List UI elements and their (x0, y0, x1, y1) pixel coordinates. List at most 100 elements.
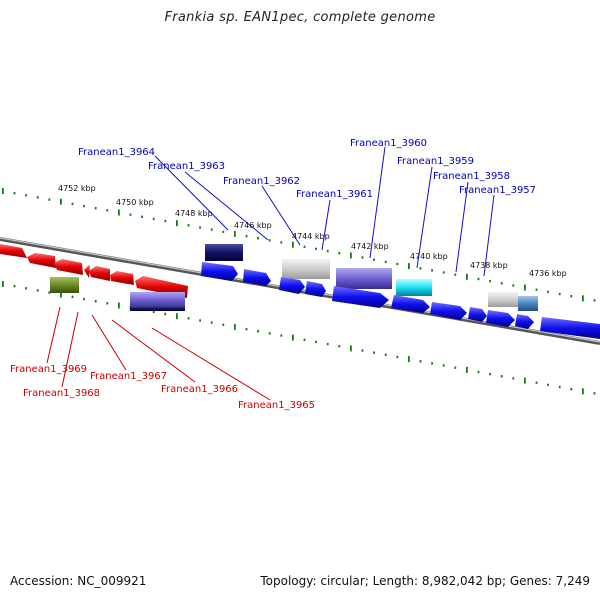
gene-label[interactable]: Franean1_3969 (10, 364, 87, 375)
minor-tick (187, 317, 190, 320)
minor-tick (83, 297, 85, 301)
gene-label[interactable]: Franean1_3966 (161, 384, 238, 395)
gene-arrow[interactable] (0, 244, 27, 258)
major-tick (234, 230, 236, 237)
gene-label[interactable]: Franean1_3968 (23, 388, 100, 399)
minor-tick (71, 295, 74, 299)
minor-tick (338, 252, 341, 255)
gene-box[interactable] (336, 268, 392, 289)
minor-tick (13, 191, 16, 195)
major-tick (60, 291, 62, 298)
gene-arrow[interactable] (84, 265, 90, 278)
scale-label: 4742 kbp (351, 242, 389, 251)
minor-tick (25, 194, 27, 197)
gene-label[interactable]: Franean1_3965 (238, 400, 315, 411)
minor-tick (512, 284, 515, 287)
gene-box[interactable] (396, 279, 432, 296)
minor-tick (593, 392, 596, 395)
map-title: Frankia sp. EAN1pec, complete genome (164, 10, 436, 25)
gene-arrow[interactable] (515, 314, 534, 329)
minor-tick (326, 249, 329, 253)
gene-arrow[interactable] (110, 271, 134, 285)
minor-tick (199, 226, 201, 229)
minor-tick (245, 234, 248, 238)
minor-tick (222, 323, 225, 326)
major-tick (350, 345, 352, 352)
gene-box[interactable] (518, 296, 538, 311)
gene-label[interactable]: Franean1_3959 (397, 156, 474, 167)
minor-tick (361, 256, 364, 259)
minor-tick (315, 247, 317, 251)
minor-tick (396, 262, 399, 266)
minor-tick (94, 300, 97, 303)
gene-arrow[interactable] (430, 302, 467, 320)
minor-tick (48, 291, 51, 294)
minor-tick (280, 241, 283, 244)
gene-box[interactable] (130, 306, 185, 311)
gene-arrow[interactable] (54, 259, 83, 275)
minor-tick (384, 353, 387, 356)
gene-arrow[interactable] (332, 286, 389, 308)
minor-tick (419, 267, 422, 270)
gene-arrow[interactable] (201, 262, 238, 281)
minor-tick (141, 215, 143, 218)
reverse-gene-labels: Franean1_3969 Franean1_3968 Franean1_396… (10, 364, 315, 411)
major-tick (292, 241, 294, 248)
gene-label[interactable]: Franean1_3960 (350, 138, 427, 149)
major-tick (2, 188, 4, 194)
minor-tick (222, 230, 225, 233)
gene-box[interactable] (282, 259, 330, 279)
gene-arrow[interactable] (468, 307, 487, 322)
scale-label: 4750 kbp (116, 198, 154, 207)
gene-arrow[interactable] (305, 281, 326, 297)
gene-box[interactable] (130, 292, 185, 308)
minor-tick (36, 196, 39, 199)
minor-tick (13, 284, 16, 288)
gene-box[interactable] (205, 244, 243, 261)
gene-arrow[interactable] (486, 310, 515, 327)
gene-arrow[interactable] (89, 266, 110, 281)
minor-tick (187, 224, 190, 227)
major-tick (582, 295, 584, 302)
minor-tick (106, 209, 109, 212)
minor-tick (268, 332, 271, 335)
forward-strand-genes (201, 244, 600, 339)
gene-box[interactable] (488, 292, 518, 307)
minor-tick (71, 202, 74, 206)
gene-arrow[interactable] (27, 253, 56, 268)
minor-tick (164, 219, 167, 223)
minor-tick (164, 312, 167, 316)
minor-tick (210, 321, 213, 324)
minor-tick (431, 269, 433, 272)
gene-label[interactable]: Franean1_3963 (148, 161, 225, 172)
gene-arrow[interactable] (243, 269, 271, 286)
minor-tick (83, 204, 85, 208)
gene-label[interactable]: Franean1_3964 (78, 147, 155, 158)
gene-arrow[interactable] (391, 295, 430, 313)
gene-label[interactable]: Franean1_3967 (90, 371, 167, 382)
scale-label: 4746 kbp (234, 221, 272, 230)
minor-tick (431, 362, 433, 365)
minor-tick (558, 292, 561, 296)
gene-box[interactable] (50, 277, 79, 293)
gene-label[interactable]: Franean1_3958 (433, 171, 510, 182)
gene-arrow[interactable] (540, 317, 600, 339)
minor-tick (535, 381, 538, 384)
major-tick (408, 356, 410, 363)
gene-label[interactable]: Franean1_3962 (223, 176, 300, 187)
minor-tick (442, 271, 445, 274)
minor-tick (48, 198, 51, 201)
scale-label: 4736 kbp (529, 269, 567, 278)
minor-tick (373, 351, 375, 354)
major-tick (118, 209, 120, 216)
scale-label: 4752 kbp (58, 184, 96, 193)
gene-label[interactable]: Franean1_3957 (459, 185, 536, 196)
gene-arrow[interactable] (279, 277, 305, 294)
minor-tick (106, 302, 109, 305)
gene-label[interactable]: Franean1_3961 (296, 189, 373, 200)
minor-tick (361, 349, 364, 352)
minor-tick (489, 279, 491, 283)
scale-labels: 4752 kbp 4750 kbp 4748 kbp 4746 kbp 4744… (58, 184, 567, 278)
major-tick (234, 323, 236, 330)
major-tick (118, 302, 120, 309)
